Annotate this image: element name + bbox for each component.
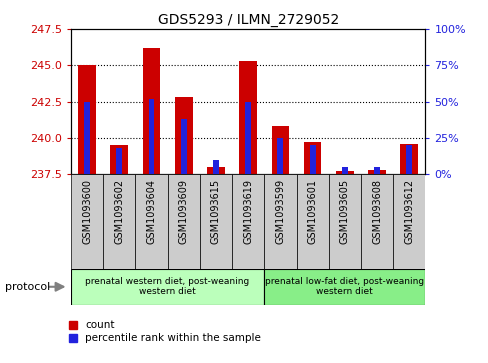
- Bar: [341, 167, 347, 174]
- Text: prenatal western diet, post-weaning
western diet: prenatal western diet, post-weaning west…: [85, 277, 249, 297]
- Text: GSM1093619: GSM1093619: [243, 179, 253, 244]
- Title: GDS5293 / ILMN_2729052: GDS5293 / ILMN_2729052: [157, 13, 338, 26]
- Text: GSM1093602: GSM1093602: [114, 179, 124, 244]
- Bar: [367, 170, 385, 174]
- Bar: [392, 174, 425, 269]
- Bar: [296, 174, 328, 269]
- Bar: [71, 269, 264, 305]
- Text: GSM1093605: GSM1093605: [339, 179, 349, 244]
- Bar: [245, 102, 250, 174]
- Bar: [167, 174, 200, 269]
- Bar: [328, 174, 360, 269]
- Bar: [213, 160, 219, 174]
- Bar: [84, 102, 90, 174]
- Bar: [239, 61, 257, 174]
- Bar: [110, 145, 128, 174]
- Text: GSM1093599: GSM1093599: [275, 179, 285, 244]
- Bar: [309, 145, 315, 174]
- Bar: [264, 269, 425, 305]
- Bar: [142, 48, 160, 174]
- Bar: [135, 174, 167, 269]
- Bar: [271, 126, 289, 174]
- Bar: [78, 65, 96, 174]
- Bar: [406, 145, 411, 174]
- Text: GSM1093609: GSM1093609: [178, 179, 188, 244]
- Bar: [148, 99, 154, 174]
- Text: GSM1093600: GSM1093600: [82, 179, 92, 244]
- Bar: [373, 167, 379, 174]
- Bar: [200, 174, 232, 269]
- Legend: count, percentile rank within the sample: count, percentile rank within the sample: [69, 320, 261, 343]
- Bar: [71, 174, 103, 269]
- Bar: [175, 97, 192, 174]
- Text: protocol: protocol: [5, 282, 50, 292]
- Bar: [277, 138, 283, 174]
- Bar: [181, 119, 186, 174]
- Bar: [232, 174, 264, 269]
- Bar: [360, 174, 392, 269]
- Bar: [264, 174, 296, 269]
- Text: GSM1093615: GSM1093615: [210, 179, 221, 244]
- Bar: [400, 144, 417, 174]
- Text: GSM1093608: GSM1093608: [371, 179, 381, 244]
- Text: GSM1093612: GSM1093612: [404, 179, 413, 244]
- Bar: [335, 171, 353, 174]
- Bar: [206, 167, 224, 174]
- Bar: [303, 142, 321, 174]
- Text: GSM1093604: GSM1093604: [146, 179, 156, 244]
- Bar: [103, 174, 135, 269]
- Text: GSM1093601: GSM1093601: [307, 179, 317, 244]
- Text: prenatal low-fat diet, post-weaning
western diet: prenatal low-fat diet, post-weaning west…: [265, 277, 424, 297]
- Bar: [116, 148, 122, 174]
